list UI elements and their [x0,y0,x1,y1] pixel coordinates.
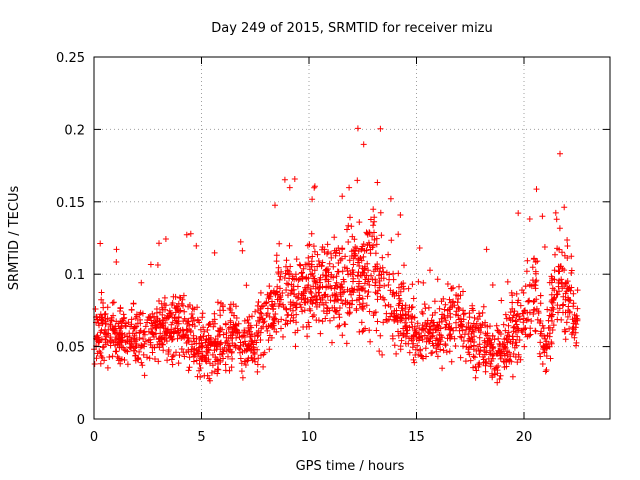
x-tick-label: 0 [90,430,98,445]
y-axis-label: SRMTID / TECUs [7,186,22,291]
x-tick-label: 20 [516,430,533,445]
chart-title: Day 249 of 2015, SRMTID for receiver miz… [211,21,493,36]
axis-ticks: 0 0.05 0.1 0.15 0.2 0.25 0 5 10 15 20 [56,51,610,445]
x-tick-label: 10 [301,430,318,445]
plot-border [93,56,611,420]
y-tick-label: 0.25 [56,51,85,66]
y-tick-label: 0.1 [64,268,85,283]
y-tick-label: 0.05 [56,341,85,356]
y-tick-label: 0.15 [56,196,85,211]
y-tick-label: 0.2 [64,123,85,138]
data-points [91,125,581,386]
x-tick-label: 15 [408,430,425,445]
series-srmtid-points [91,125,581,386]
grid [94,57,610,419]
y-tick-label: 0 [77,413,85,428]
x-axis-label: GPS time / hours [296,459,405,474]
x-tick-label: 5 [197,430,205,445]
